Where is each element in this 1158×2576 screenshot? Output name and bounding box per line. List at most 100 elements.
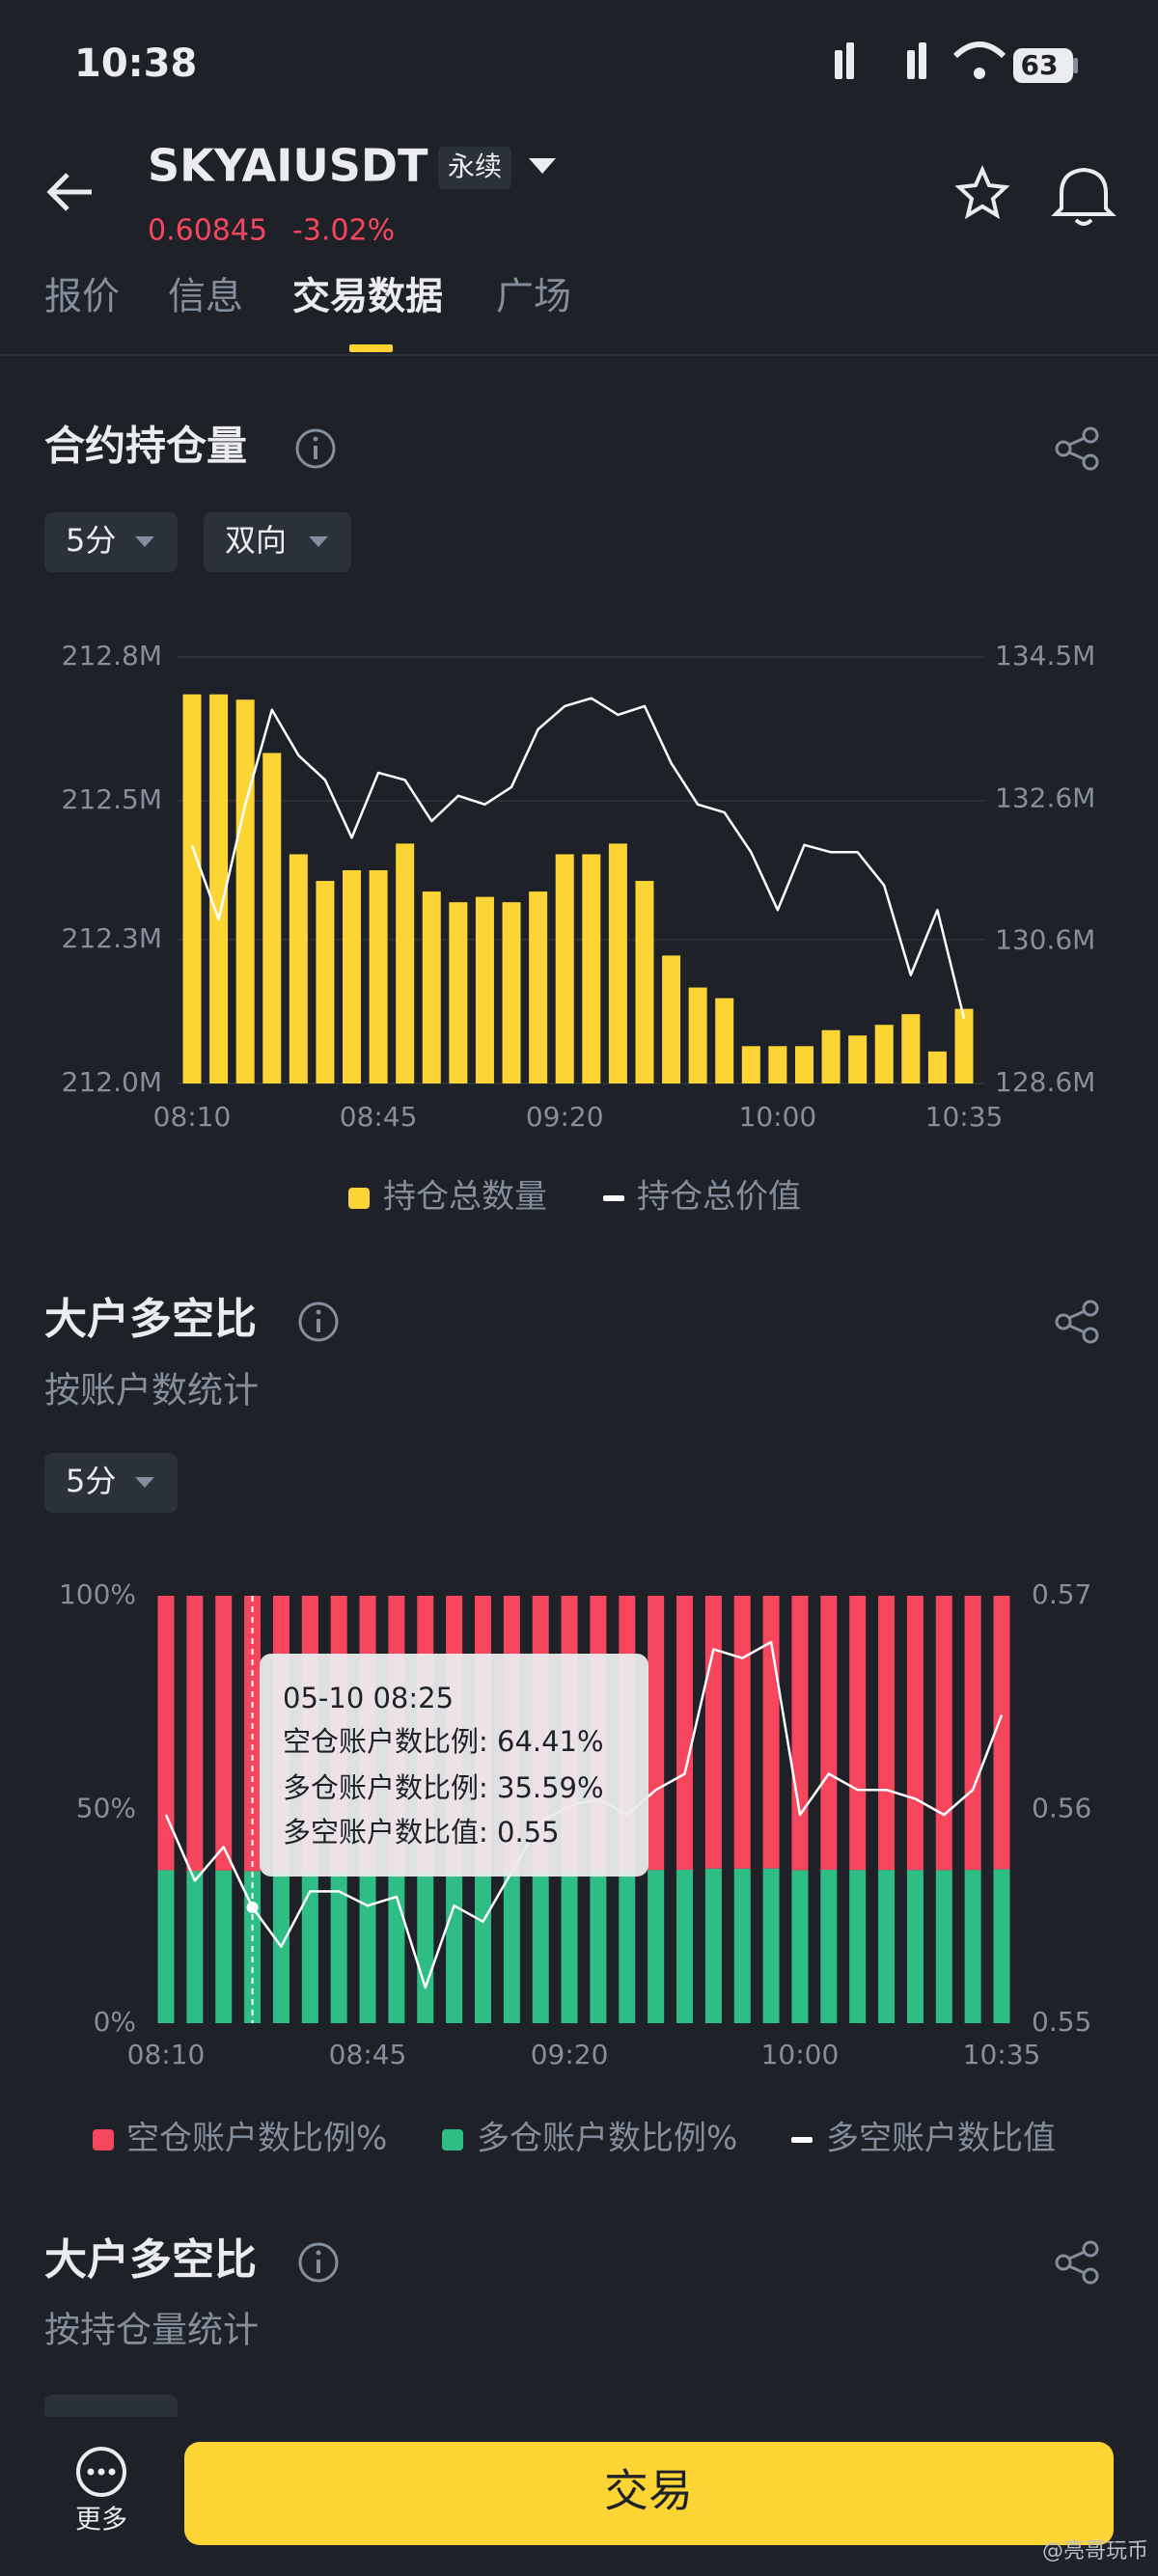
- share-icon[interactable]: [1055, 426, 1099, 471]
- info-icon[interactable]: [298, 1302, 339, 1342]
- legend-swatch: [348, 1188, 370, 1209]
- filter-label[interactable]: 5分: [66, 1463, 116, 1499]
- bar: [820, 1596, 838, 1870]
- x-tick-label: 10:00: [761, 2039, 840, 2070]
- bar: [330, 1871, 347, 2023]
- bar: [529, 891, 548, 1083]
- dropdown-arrow: [135, 1477, 154, 1488]
- watermark: @亮哥玩币: [1042, 2539, 1148, 2563]
- bar: [768, 1046, 787, 1083]
- bar: [262, 753, 282, 1083]
- bar: [878, 1870, 896, 2023]
- bar: [741, 1046, 760, 1083]
- bar: [820, 1869, 838, 2023]
- battery-level: 63: [1021, 49, 1059, 81]
- filter-pill[interactable]: [44, 1453, 178, 1513]
- y-tick-label: 0.55: [1032, 2006, 1091, 2038]
- back-button[interactable]: [46, 173, 92, 211]
- tooltip-line: 多仓账户数比例: 35.59%: [283, 1771, 604, 1804]
- bar: [474, 1871, 491, 2023]
- bar: [619, 1870, 636, 2023]
- y-tick-label: 134.5M: [995, 640, 1095, 671]
- tab-active[interactable]: 交易数据: [292, 276, 443, 319]
- bar: [369, 870, 388, 1083]
- info-icon[interactable]: [298, 2242, 339, 2283]
- more-label[interactable]: 更多: [75, 2506, 127, 2535]
- y-tick-label: 212.5M: [62, 783, 162, 815]
- legend-label: 多仓账户数比例%: [477, 2120, 737, 2158]
- bar: [648, 1870, 665, 2023]
- filter-pill[interactable]: [204, 512, 351, 572]
- bar: [388, 1871, 405, 2023]
- x-tick-label: 09:20: [531, 2039, 609, 2070]
- bar: [848, 1035, 868, 1083]
- bar: [422, 891, 441, 1083]
- y-tick-label: 50%: [76, 1793, 136, 1824]
- status-icons: [835, 41, 1078, 83]
- bar: [446, 1871, 463, 2023]
- legend-label: 空仓账户数比例%: [126, 2120, 387, 2158]
- filter-label[interactable]: 双向: [225, 522, 287, 559]
- section-subtitle: 按持仓量统计: [44, 2310, 259, 2351]
- share-icon[interactable]: [1055, 1300, 1099, 1344]
- x-tick-label: 08:10: [153, 1101, 232, 1133]
- bar: [301, 1871, 318, 2023]
- bar: [157, 1596, 175, 1871]
- bar: [733, 1868, 751, 2023]
- bar: [182, 694, 202, 1083]
- trade-label[interactable]: 交易: [604, 2465, 693, 2517]
- favorite-button[interactable]: [954, 165, 1010, 220]
- more-button[interactable]: [76, 2447, 126, 2497]
- bar: [762, 1868, 780, 2023]
- bar: [935, 1870, 952, 2023]
- bar: [555, 854, 574, 1083]
- contract-type: 永续: [448, 151, 502, 182]
- trade-button[interactable]: [184, 2442, 1114, 2545]
- bar: [215, 1870, 233, 2023]
- charts: 212.0M 212.3M 212.5M 212.8M 128.6M 130.6M 132.…: [59, 640, 1095, 2158]
- tab[interactable]: 报价: [44, 276, 120, 319]
- alert-button[interactable]: [1051, 167, 1117, 226]
- x-tick-label: 10:35: [925, 1101, 1004, 1133]
- tooltip-line: 多空账户数比值: 0.55: [283, 1816, 560, 1849]
- bar: [762, 1596, 780, 1869]
- y-tick-label: 130.6M: [995, 923, 1095, 955]
- bar: [704, 1596, 722, 1869]
- tab[interactable]: 信息: [168, 276, 243, 319]
- x-tick-label: 10:35: [963, 2039, 1041, 2070]
- bar: [874, 1025, 894, 1083]
- bar: [532, 1870, 549, 2023]
- bar: [906, 1596, 924, 1871]
- section-title: 大户多空比: [44, 1295, 257, 1344]
- bar: [906, 1870, 924, 2023]
- filter-label[interactable]: 5分: [66, 522, 116, 559]
- bar: [993, 1596, 1010, 1870]
- legend-swatch: [791, 2137, 813, 2143]
- info-icon[interactable]: [295, 428, 336, 469]
- filter-pill[interactable]: [44, 512, 178, 572]
- legend-label: 持仓总数量: [383, 1178, 547, 1217]
- bar: [733, 1596, 751, 1869]
- bar: [209, 694, 229, 1083]
- bar: [849, 1870, 867, 2023]
- tab[interactable]: 广场: [496, 276, 571, 319]
- symbol[interactable]: SKYAIUSDT: [148, 140, 428, 192]
- section-title: 合约持仓量: [44, 423, 247, 470]
- bar: [878, 1596, 896, 1871]
- bar: [449, 902, 468, 1083]
- bar: [715, 998, 734, 1083]
- status-time: 10:38: [74, 41, 197, 86]
- share-icon[interactable]: [1055, 2240, 1099, 2285]
- symbol-dropdown[interactable]: [529, 158, 556, 174]
- y-tick-label: 212.0M: [62, 1066, 162, 1098]
- dropdown-arrow: [135, 536, 154, 547]
- bar: [791, 1870, 809, 2023]
- legend-swatch: [93, 2129, 114, 2151]
- contract-tag: [438, 147, 511, 189]
- bar: [608, 843, 627, 1083]
- bar: [791, 1596, 809, 1871]
- divider: [0, 354, 1158, 356]
- bar: [244, 1596, 262, 1872]
